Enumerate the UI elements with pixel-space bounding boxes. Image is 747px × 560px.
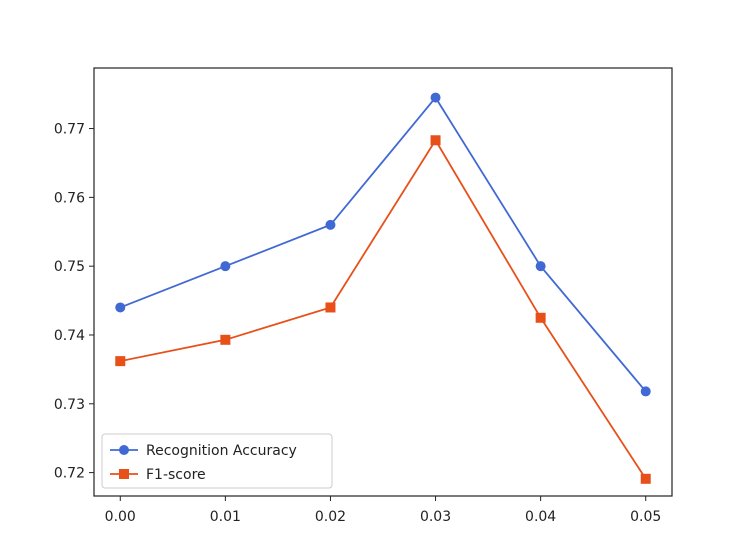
data-point-circle [430, 92, 441, 103]
data-point-square [430, 135, 441, 146]
data-point-square [535, 312, 546, 323]
x-tick-label: 0.04 [525, 509, 556, 525]
data-point-square [325, 302, 336, 313]
y-tick-label: 0.75 [54, 259, 85, 275]
plot-marks [115, 92, 651, 484]
x-tick-label: 0.00 [105, 509, 136, 525]
legend-box [101, 433, 333, 489]
data-point-circle [220, 261, 231, 272]
x-tick-label: 0.01 [210, 509, 241, 525]
series-line-2 [120, 138, 647, 480]
legend: Recognition Accuracy F1-score [101, 433, 333, 489]
data-point-circle [115, 302, 126, 313]
legend-label: Recognition Accuracy [146, 443, 297, 459]
data-point-circle [325, 219, 336, 230]
x-axis: 0.00 0.01 0.02 0.03 0.04 0.05 [105, 496, 661, 525]
y-tick-label: 0.73 [54, 397, 85, 413]
data-point-square [640, 473, 651, 484]
legend-marker-circle [119, 445, 129, 455]
y-tick-label: 0.74 [54, 328, 85, 344]
data-point-square [115, 356, 126, 367]
legend-label: F1-score [146, 467, 206, 483]
plot-frame [93, 67, 673, 497]
series-line-1 [119, 96, 647, 392]
y-axis: 0.72 0.73 0.74 0.75 0.76 0.77 [54, 122, 94, 482]
x-tick-label: 0.02 [315, 509, 346, 525]
y-tick-label: 0.77 [54, 122, 85, 138]
x-tick-label: 0.05 [630, 509, 661, 525]
legend-marker-square [119, 469, 129, 479]
data-point-square [220, 334, 231, 345]
y-tick-label: 0.76 [54, 190, 85, 206]
data-point-circle [535, 261, 546, 272]
x-tick-label: 0.03 [420, 509, 451, 525]
data-point-circle [640, 386, 651, 397]
y-tick-label: 0.72 [54, 466, 85, 482]
